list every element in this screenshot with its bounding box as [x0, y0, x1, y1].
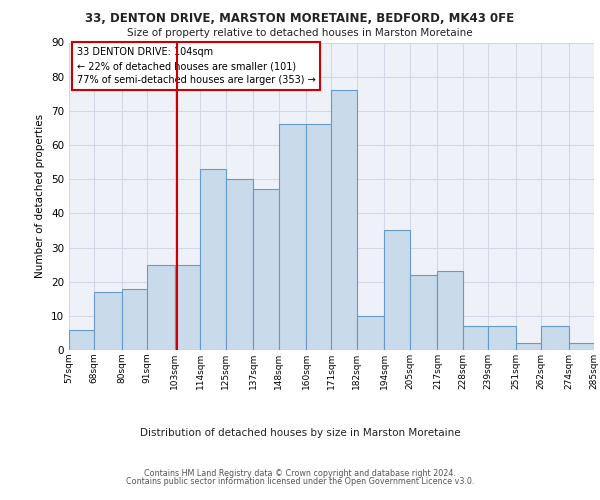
Text: 33, DENTON DRIVE, MARSTON MORETAINE, BEDFORD, MK43 0FE: 33, DENTON DRIVE, MARSTON MORETAINE, BED…: [85, 12, 515, 26]
Text: Contains HM Land Registry data © Crown copyright and database right 2024.: Contains HM Land Registry data © Crown c…: [144, 468, 456, 477]
Bar: [278, 124, 306, 350]
Bar: [122, 288, 147, 350]
Text: 33 DENTON DRIVE: 104sqm
← 22% of detached houses are smaller (101)
77% of semi-d: 33 DENTON DRIVE: 104sqm ← 22% of detache…: [77, 47, 316, 85]
Bar: [488, 326, 516, 350]
Text: Distribution of detached houses by size in Marston Moretaine: Distribution of detached houses by size …: [140, 428, 460, 438]
Bar: [385, 230, 410, 350]
Bar: [306, 124, 331, 350]
Bar: [175, 264, 200, 350]
Bar: [69, 330, 94, 350]
Bar: [200, 169, 226, 350]
Text: Contains public sector information licensed under the Open Government Licence v3: Contains public sector information licen…: [126, 477, 474, 486]
Text: Size of property relative to detached houses in Marston Moretaine: Size of property relative to detached ho…: [127, 28, 473, 38]
Bar: [331, 90, 357, 350]
Bar: [147, 264, 175, 350]
Bar: [463, 326, 488, 350]
Bar: [410, 275, 437, 350]
Bar: [94, 292, 122, 350]
Bar: [226, 179, 253, 350]
Bar: [541, 326, 569, 350]
Bar: [437, 272, 463, 350]
Bar: [357, 316, 385, 350]
Bar: [253, 190, 278, 350]
Y-axis label: Number of detached properties: Number of detached properties: [35, 114, 46, 278]
Bar: [569, 343, 594, 350]
Bar: [516, 343, 541, 350]
